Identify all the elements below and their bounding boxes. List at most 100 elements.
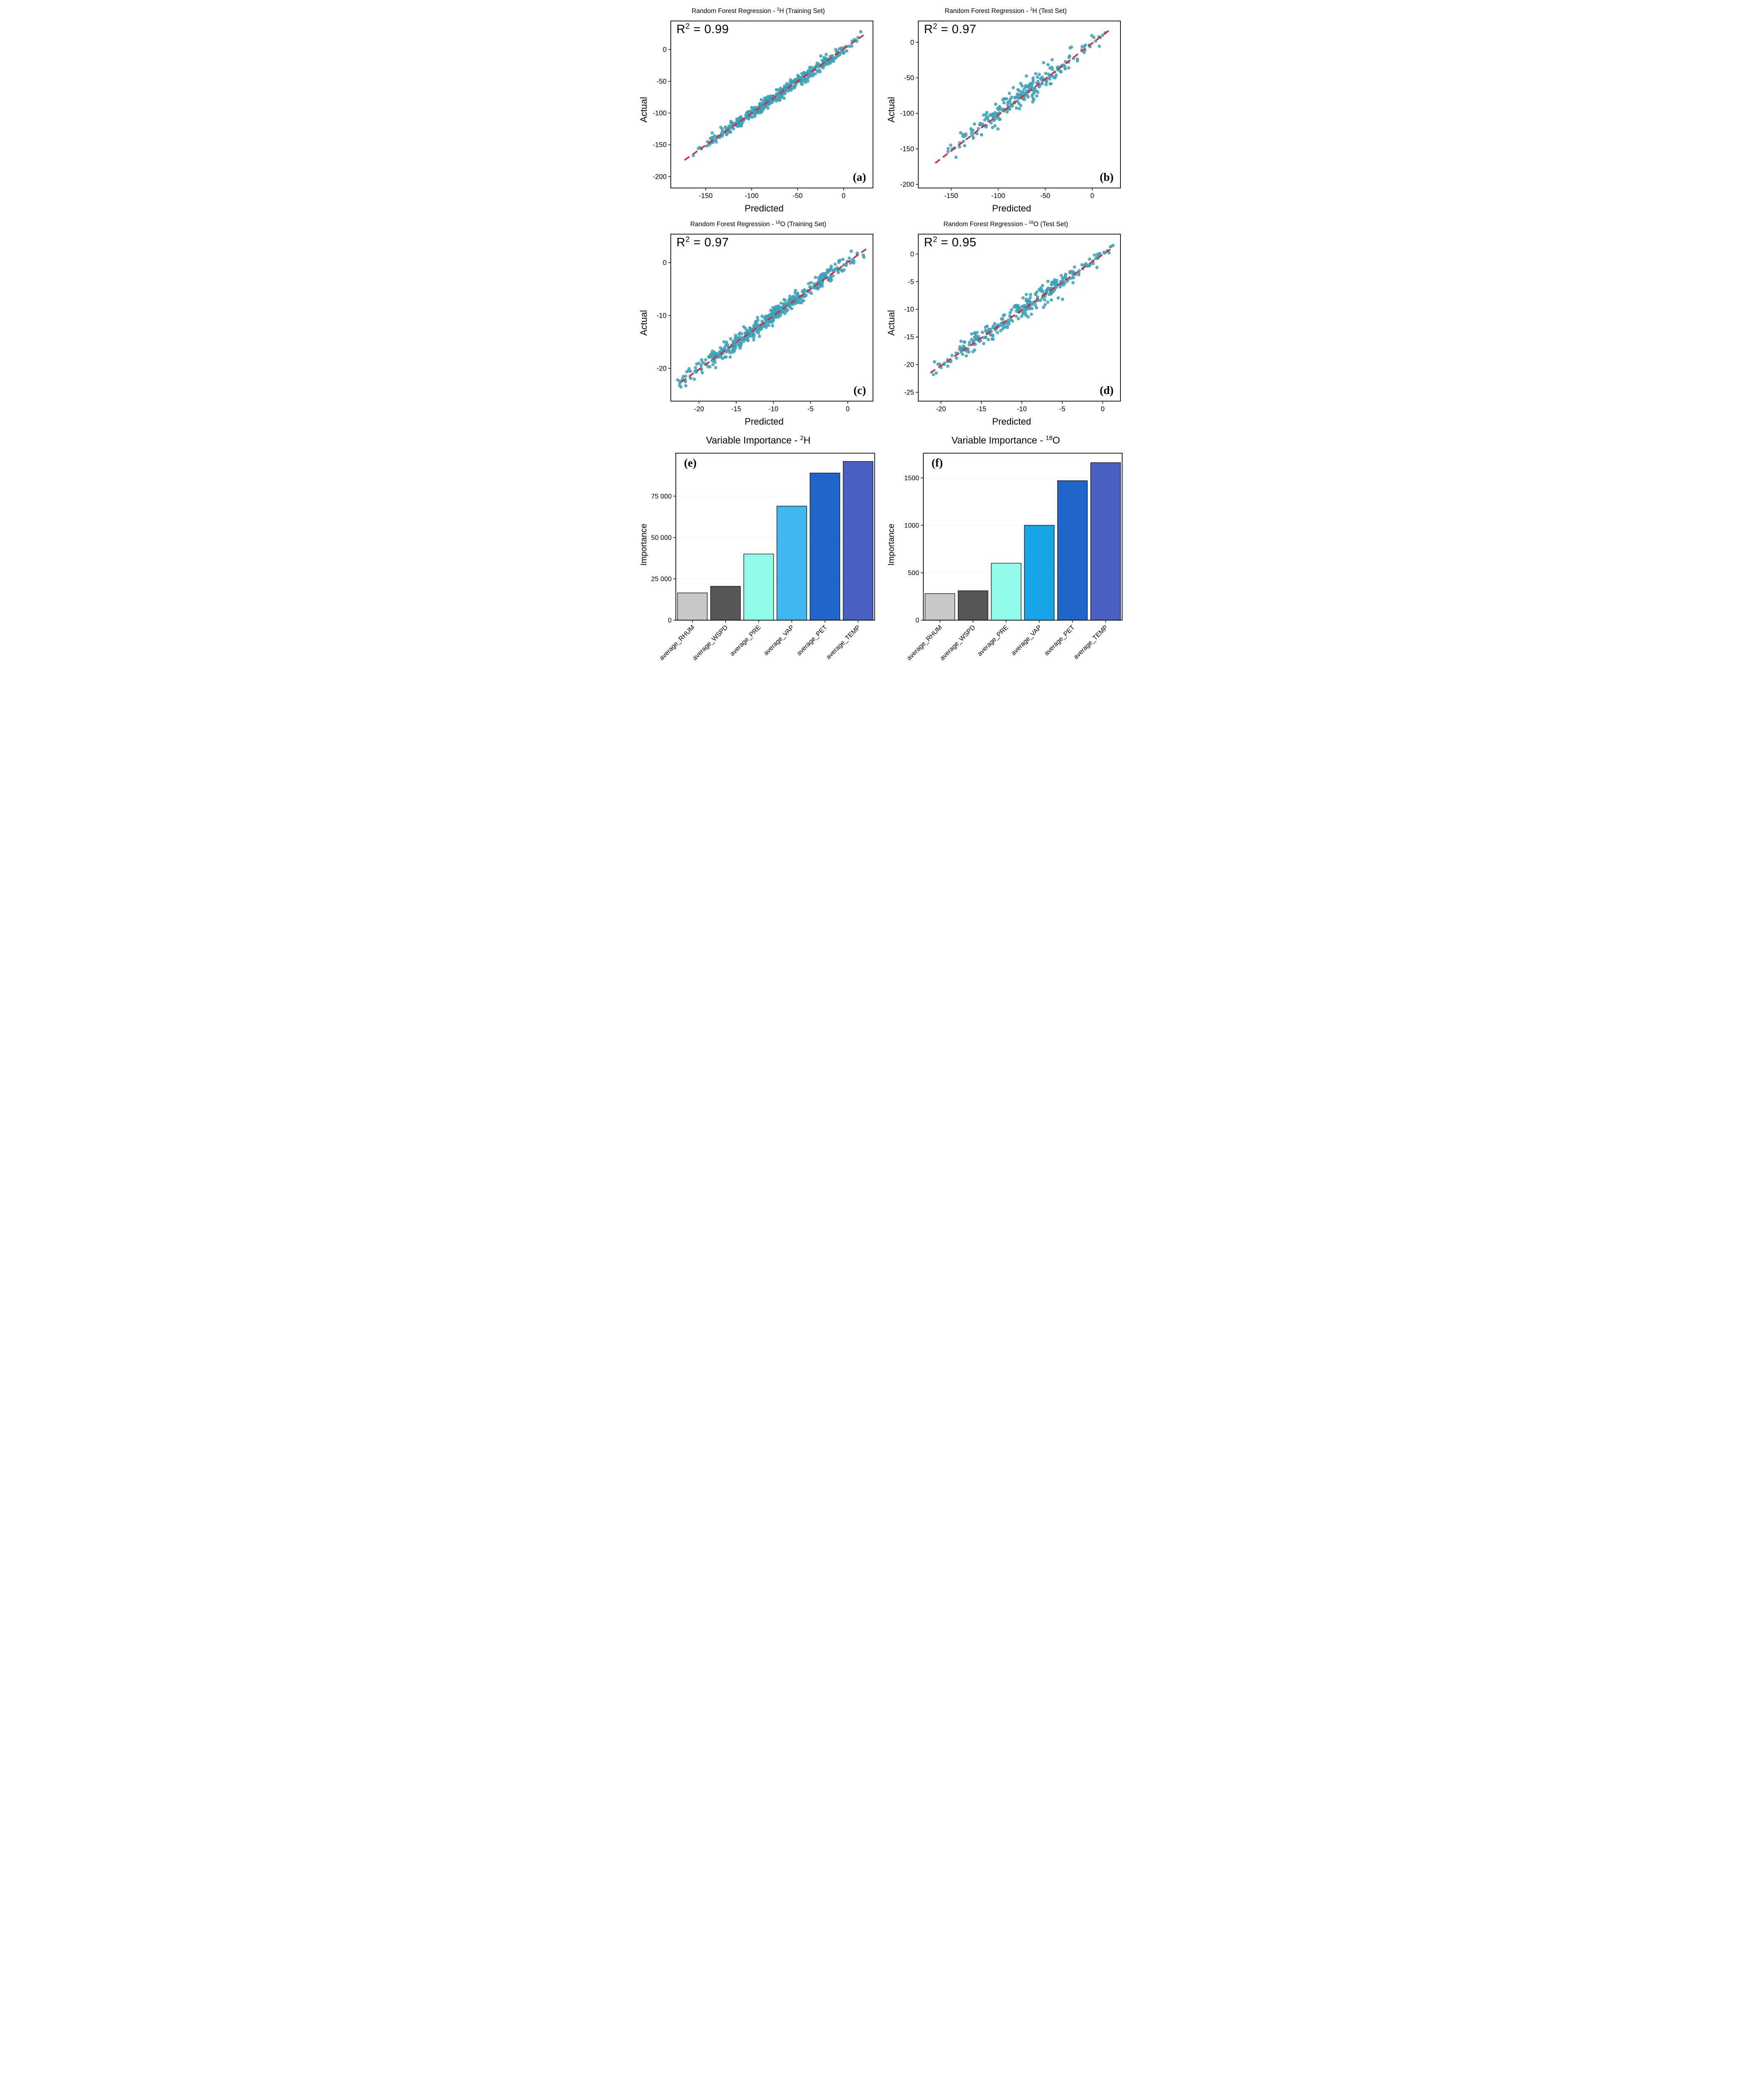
- r2-text: R: [676, 23, 685, 36]
- title-text: H: [803, 435, 811, 446]
- svg-text:-15: -15: [904, 334, 914, 341]
- svg-text:-150: -150: [698, 192, 712, 200]
- panel-letter-e: (e): [684, 457, 697, 469]
- svg-text:0: 0: [668, 617, 672, 624]
- svg-text:average_VAP: average_VAP: [762, 624, 795, 657]
- svg-text:-200: -200: [652, 173, 666, 180]
- title-text: O (Test Set): [1033, 221, 1068, 228]
- svg-text:-10: -10: [1016, 405, 1027, 413]
- title-text: Variable Importance -: [951, 435, 1046, 446]
- plot-area-a: -150 -100 -50 0 0 -50 -100 -150 -200 R2 = 0.99 (…: [650, 17, 879, 202]
- svg-text:-15: -15: [976, 405, 986, 413]
- svg-text:0: 0: [910, 251, 914, 258]
- svg-text:75 000: 75 000: [651, 493, 672, 500]
- svg-text:25 000: 25 000: [651, 576, 672, 583]
- svg-text:-10: -10: [904, 306, 914, 313]
- title-text: Variable Importance -: [706, 435, 800, 446]
- panel-d-title: Random Forest Regression - 18O (Test Set…: [886, 217, 1126, 230]
- panel-f: Variable Importance - 18O Importance 0 50…: [886, 431, 1126, 669]
- svg-text:0: 0: [662, 259, 666, 267]
- y-axis-label: Importance: [886, 523, 896, 566]
- bar-chart-f: 050010001500average_RHUMaverage_WSPDaver…: [904, 453, 1123, 662]
- r2-value: = 0.97: [690, 236, 729, 249]
- panel-c: Random Forest Regression - 18O (Training…: [638, 217, 879, 428]
- plot-area-e: 0 25 000 50 000 75 000 average_RHUM average_W…: [651, 450, 879, 669]
- panel-e: Variable Importance - 2H Importance 0 25 …: [638, 431, 879, 669]
- panel-f-title: Variable Importance - 18O: [886, 431, 1126, 450]
- r2-value: = 0.95: [937, 236, 977, 249]
- svg-text:average_PRE: average_PRE: [976, 624, 1010, 658]
- svg-text:-50: -50: [657, 78, 667, 85]
- scatter-plot-c: -20 -15 -10 -5 0 0 -10 -20: [657, 234, 873, 413]
- panel-letter-a: (a): [853, 171, 866, 183]
- r2-superscript: 2: [685, 235, 690, 244]
- svg-text:-20: -20: [936, 405, 946, 413]
- title-superscript: 18: [775, 220, 780, 225]
- svg-text:average_PRE: average_PRE: [729, 624, 762, 658]
- panel-letter-d: (d): [1100, 384, 1114, 397]
- svg-text:0: 0: [910, 39, 914, 46]
- svg-text:-50: -50: [1040, 192, 1050, 200]
- title-text: Random Forest Regression -: [945, 8, 1030, 15]
- title-text: O (Training Set): [780, 221, 826, 228]
- title-text: H (Test Set): [1032, 8, 1067, 15]
- title-text: Random Forest Regression -: [943, 221, 1029, 228]
- title-superscript: 18: [1045, 435, 1053, 442]
- x-axis-label: Predicted: [992, 416, 1031, 427]
- svg-text:average_TEMP: average_TEMP: [825, 624, 862, 661]
- svg-text:-200: -200: [900, 181, 914, 188]
- x-axis-label: Predicted: [745, 203, 784, 214]
- svg-text:average_WSPD: average_WSPD: [691, 624, 729, 662]
- svg-text:average_TEMP: average_TEMP: [1072, 624, 1109, 661]
- svg-text:-20: -20: [657, 365, 667, 372]
- x-axis-label: Predicted: [745, 416, 784, 427]
- y-axis-label: Actual: [638, 310, 649, 336]
- svg-text:-100: -100: [991, 192, 1005, 200]
- svg-text:-10: -10: [768, 405, 778, 413]
- scatter-plot-d: -20 -15 -10 -5 0 0 -5 -10 -15 -20 -25: [904, 234, 1121, 413]
- panel-letter-b: (b): [1100, 171, 1114, 183]
- panel-letter-c: (c): [853, 384, 866, 397]
- panel-b: Random Forest Regression - 2H (Test Set)…: [886, 4, 1126, 215]
- svg-text:-150: -150: [944, 192, 958, 200]
- svg-text:0: 0: [662, 46, 666, 54]
- svg-text:0: 0: [1100, 405, 1104, 413]
- svg-text:-150: -150: [900, 145, 914, 153]
- plot-area-c: -20 -15 -10 -5 0 0 -10 -20 R2 = 0.97 (c): [650, 230, 879, 415]
- r2-value: = 0.99: [690, 23, 729, 36]
- plot-area-f: 0 500 1000 1500 average_RHUM average_WSPD aver…: [898, 450, 1126, 669]
- y-axis-label: Actual: [638, 97, 649, 123]
- r2-superscript: 2: [933, 22, 938, 31]
- svg-text:-10: -10: [657, 312, 667, 319]
- panel-a-title: Random Forest Regression - 2H (Training …: [638, 4, 879, 17]
- y-axis-label: Actual: [886, 310, 896, 336]
- svg-text:-100: -100: [652, 110, 666, 117]
- svg-text:-5: -5: [807, 405, 813, 413]
- title-superscript: 18: [1029, 220, 1034, 225]
- r2-superscript: 2: [685, 22, 690, 31]
- title-text: Random Forest Regression -: [691, 8, 777, 15]
- panel-b-title: Random Forest Regression - 2H (Test Set): [886, 4, 1126, 17]
- panel-d: Random Forest Regression - 18O (Test Set…: [886, 217, 1126, 428]
- title-superscript: 2: [776, 7, 779, 12]
- svg-text:50 000: 50 000: [651, 534, 672, 541]
- scatter-plot-a: -150 -100 -50 0 0 -50 -100 -150 -200: [652, 21, 873, 200]
- svg-text:average_PET: average_PET: [795, 624, 829, 657]
- title-superscript: 2: [1030, 7, 1033, 12]
- r2-text: R: [924, 236, 933, 249]
- title-text: Random Forest Regression -: [690, 221, 776, 228]
- svg-text:average_VAP: average_VAP: [1010, 624, 1043, 657]
- r2-annotation: R2 = 0.97: [677, 235, 729, 250]
- svg-text:-150: -150: [652, 141, 666, 149]
- svg-text:average_WSPD: average_WSPD: [938, 624, 977, 662]
- panel-a: Random Forest Regression - 2H (Training …: [638, 4, 879, 215]
- y-axis-label: Actual: [886, 97, 896, 123]
- svg-text:-5: -5: [1059, 405, 1065, 413]
- svg-text:-100: -100: [900, 110, 914, 117]
- r2-superscript: 2: [933, 235, 938, 244]
- r2-text: R: [924, 23, 933, 36]
- scatter-plot-b: -150 -100 -50 0 0 -50 -100 -150 -200: [900, 21, 1121, 200]
- title-text: O: [1052, 435, 1060, 446]
- svg-text:-15: -15: [731, 405, 741, 413]
- panel-letter-f: (f): [931, 457, 943, 469]
